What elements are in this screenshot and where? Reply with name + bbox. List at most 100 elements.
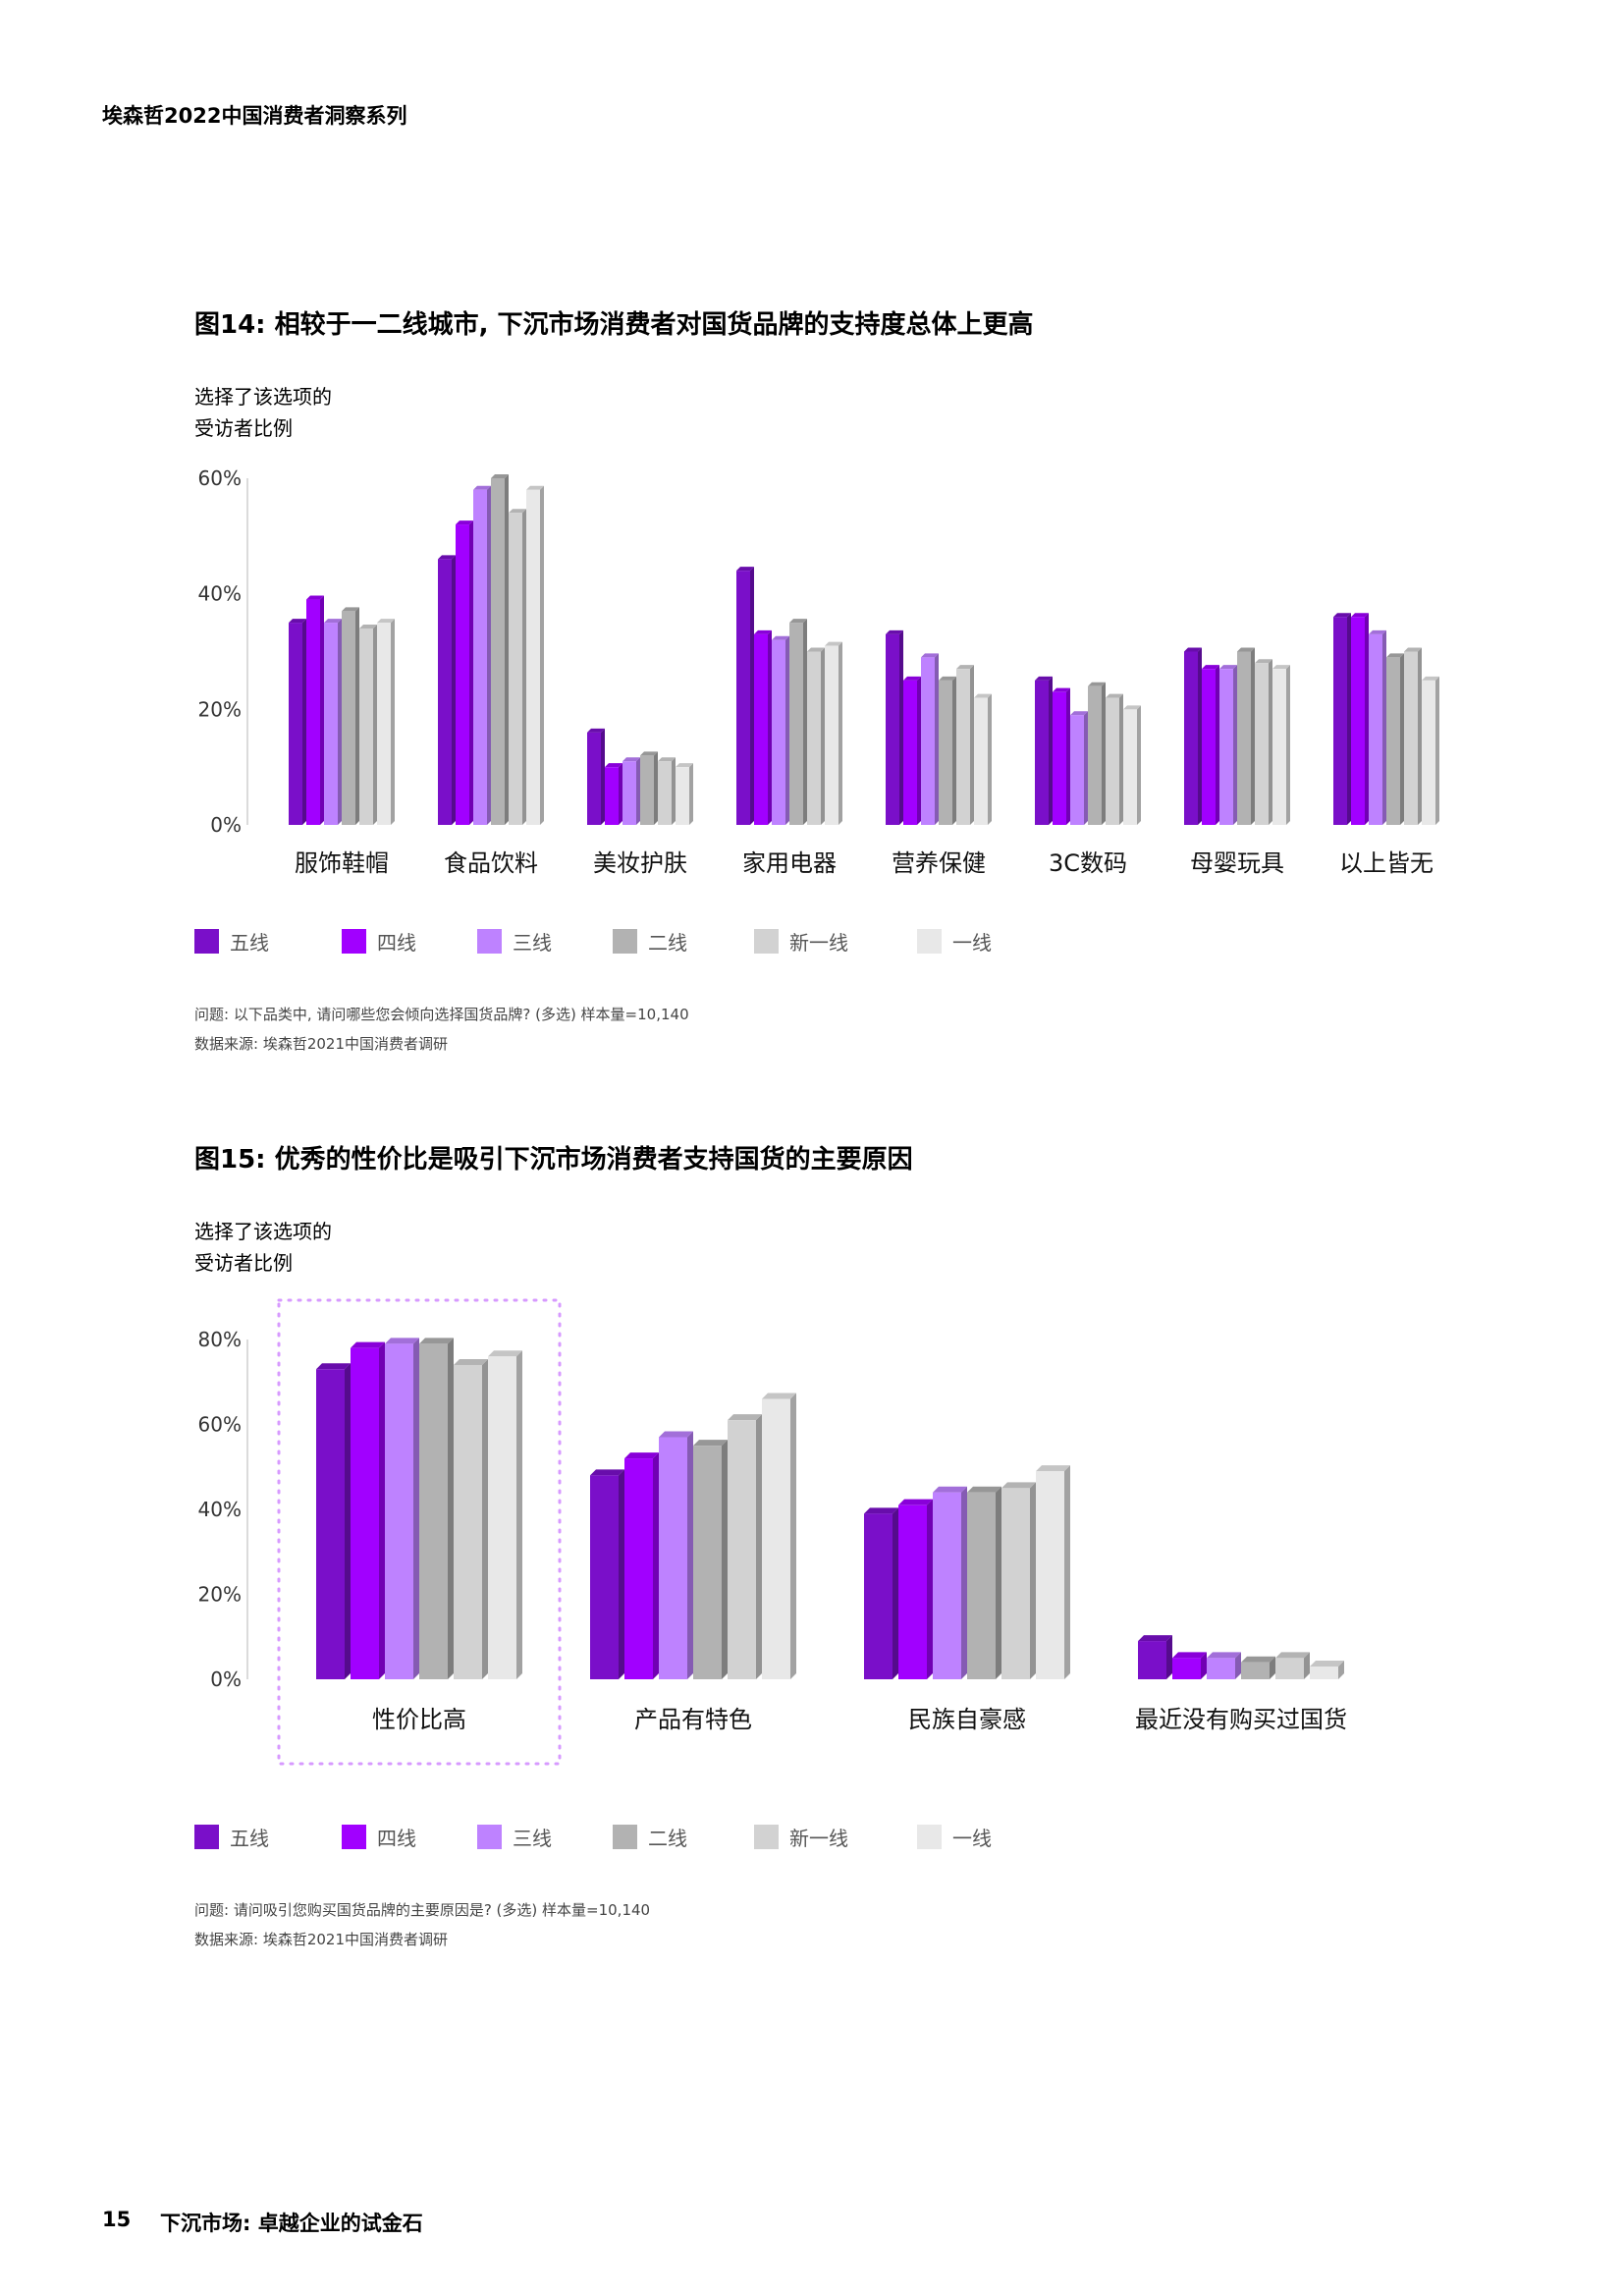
legend-item-new-tier1: 新一线 <box>754 927 917 956</box>
bar <box>289 623 302 825</box>
bar-top <box>622 757 640 762</box>
bar-top <box>306 595 324 600</box>
bar <box>1123 709 1137 825</box>
bar-top <box>1207 1652 1241 1659</box>
bar <box>1237 651 1251 825</box>
bar-top <box>1237 647 1255 652</box>
bar-side <box>601 728 605 825</box>
bar-side <box>379 1341 385 1679</box>
bar <box>1241 1662 1270 1679</box>
legend-item-tier3: 三线 <box>477 1823 613 1851</box>
figure-14-title: 图14: 相较于一二线城市, 下沉市场消费者对国货品牌的支持度总体上更高 <box>194 310 1034 340</box>
bar-top <box>956 665 974 670</box>
bar-top <box>473 485 491 490</box>
bar <box>385 1343 413 1679</box>
bar-side <box>1201 1652 1207 1679</box>
bar-side <box>1137 705 1141 825</box>
bar-group <box>736 567 842 825</box>
legend-label: 四线 <box>377 1827 416 1850</box>
legend-label: 二线 <box>648 931 687 955</box>
bar-side <box>1119 693 1123 825</box>
figure-15-chart: 0% 20% 40% 60% 80% 性价比高 产品有特色 民族自豪感 最近没有购买过国货 <box>198 1298 1347 1766</box>
bar <box>316 1369 345 1679</box>
x-category-label: 以上皆无 <box>1339 849 1434 877</box>
bar-side <box>619 763 622 825</box>
figure-14-chart: 0% 20% 40% 60% 服饰鞋帽 食品饮料 美妆护肤 家用电器 营养保健 3C数码 母婴玩具 以… <box>198 466 1439 877</box>
y-tick-label: 20% <box>198 1583 242 1607</box>
bar-top <box>590 1469 624 1476</box>
bar-top <box>1351 613 1369 618</box>
bar-top <box>605 763 622 768</box>
y-tick-label: 60% <box>198 466 242 490</box>
y-tick-label: 0% <box>210 813 242 837</box>
bar-top <box>1001 1482 1036 1489</box>
bar-side <box>619 1469 624 1679</box>
bar-side <box>1269 659 1272 825</box>
bar-top <box>921 653 939 658</box>
y-tick-label: 60% <box>198 1413 242 1437</box>
bar-group <box>1138 1635 1344 1679</box>
bar-group <box>1035 676 1141 825</box>
bar <box>939 680 952 825</box>
bar-top <box>509 509 526 514</box>
bar <box>1001 1488 1030 1679</box>
legend-item-tier5: 五线 <box>194 927 342 956</box>
bar <box>351 1347 379 1679</box>
bar <box>967 1492 996 1679</box>
bar <box>1053 691 1066 825</box>
bar <box>1088 685 1102 825</box>
bar <box>1333 617 1347 825</box>
bar-top <box>419 1338 454 1344</box>
figure-14-ylabel: 选择了该选项的 受访者比例 <box>194 381 332 444</box>
bar-top <box>1310 1661 1344 1667</box>
bar-top <box>488 1350 522 1357</box>
legend-label: 五线 <box>230 1827 269 1850</box>
legend-label: 四线 <box>377 931 416 955</box>
bar <box>728 1420 756 1679</box>
bar <box>898 1504 927 1679</box>
figure-15-ylabel-line1: 选择了该选项的 <box>194 1220 332 1243</box>
bar-group <box>289 595 395 825</box>
bar-side <box>935 653 939 825</box>
bar-side <box>338 619 342 825</box>
bar-side <box>1304 1652 1310 1679</box>
bar-top <box>351 1341 385 1348</box>
legend-swatch <box>917 929 942 954</box>
x-category-label: 产品有特色 <box>634 1706 752 1733</box>
bar-group <box>587 728 693 825</box>
legend-item-new-tier1: 新一线 <box>754 1823 917 1851</box>
bar-side <box>1064 1465 1070 1679</box>
bar-top <box>1202 665 1219 670</box>
bar <box>693 1446 722 1679</box>
bar <box>1184 651 1198 825</box>
bar-side <box>1066 687 1070 825</box>
figure-14-ylabel-line2: 受访者比例 <box>194 416 293 440</box>
bar-side <box>391 619 395 825</box>
bar-top <box>1369 629 1386 634</box>
legend-swatch <box>754 1825 779 1849</box>
bar <box>921 657 935 825</box>
bar-side <box>1166 1635 1172 1679</box>
bar-side <box>654 751 658 825</box>
bar-top <box>324 619 342 624</box>
bar <box>676 767 689 825</box>
bar-top <box>1036 1465 1070 1472</box>
bar-side <box>899 629 903 825</box>
bar <box>864 1513 893 1679</box>
bar <box>974 697 988 825</box>
bar <box>454 1364 482 1679</box>
bar-side <box>790 1393 796 1679</box>
x-category-label: 服饰鞋帽 <box>295 849 389 877</box>
bar <box>659 1437 687 1679</box>
bar-top <box>456 520 473 525</box>
bar-side <box>1030 1482 1036 1679</box>
bar <box>1036 1471 1064 1679</box>
bar-top <box>359 624 377 629</box>
bar-side <box>373 624 377 825</box>
bar-side <box>961 1486 967 1679</box>
bar <box>1255 663 1269 825</box>
bar-side <box>1400 653 1404 825</box>
bar-top <box>772 635 789 640</box>
legend-swatch <box>754 929 779 954</box>
bar-top <box>385 1338 419 1344</box>
